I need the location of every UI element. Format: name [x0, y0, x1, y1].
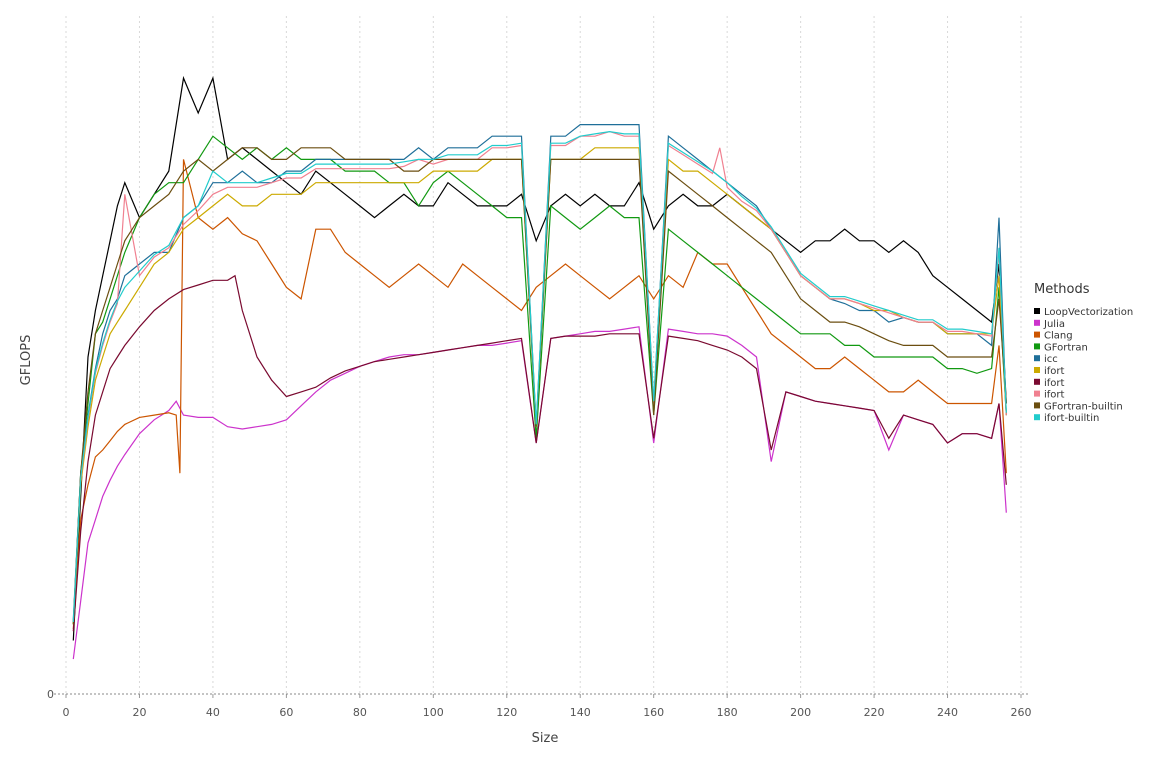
x-tick-label: 60	[279, 706, 293, 719]
legend-label: ifort	[1044, 378, 1065, 389]
legend-swatch	[1034, 378, 1040, 385]
legend-swatch	[1034, 390, 1040, 397]
x-tick-label: 0	[63, 706, 70, 719]
x-tick-label: 220	[864, 706, 885, 719]
y-axis-title: GFLOPS	[19, 335, 34, 386]
legend-label: ifort	[1044, 366, 1065, 377]
x-tick-label: 180	[717, 706, 738, 719]
series-line-2	[72, 159, 1007, 629]
series-line-0	[72, 75, 1007, 641]
x-tick-label: 240	[937, 706, 958, 719]
series-line-3	[72, 135, 1007, 625]
legend-label: icc	[1044, 354, 1058, 365]
x-tick-label: 120	[496, 706, 517, 719]
legend-label: LoopVectorization	[1044, 307, 1133, 318]
x-tick-label: 80	[353, 706, 367, 719]
grid	[65, 16, 1022, 694]
legend-swatch	[1034, 308, 1040, 314]
legend-swatch	[1034, 402, 1040, 409]
legend: Methods LoopVectorizationJuliaClangGFort…	[1034, 282, 1133, 424]
x-tick-label: 100	[423, 706, 444, 719]
x-axis-title: Size	[532, 731, 559, 746]
legend-label: ifort	[1044, 390, 1065, 401]
legend-label: Clang	[1044, 331, 1073, 342]
y-tick-label: 0	[47, 688, 54, 701]
x-tick-label: 160	[643, 706, 664, 719]
legend-label: Julia	[1043, 319, 1065, 330]
x-tick-label: 200	[790, 706, 811, 719]
legend-label: GFortran-builtin	[1044, 401, 1123, 412]
legend-swatch	[1034, 367, 1040, 373]
legend-title: Methods	[1034, 282, 1090, 297]
legend-swatch	[1034, 355, 1040, 362]
series-line-6	[72, 274, 1007, 632]
series-line-8	[72, 147, 1007, 625]
legend-swatch	[1034, 343, 1040, 350]
axes: 0 20 40 60 80 100 120 140 160 180 200 220 240 260 0	[47, 688, 1032, 719]
x-tick-label: 20	[132, 706, 146, 719]
x-tick-label: 260	[1011, 706, 1032, 719]
legend-swatch	[1034, 331, 1040, 338]
series-line-9	[72, 130, 1007, 623]
legend-swatch	[1034, 319, 1040, 326]
x-tick-label: 40	[206, 706, 220, 719]
x-tick-label: 140	[570, 706, 591, 719]
series-lines	[72, 75, 1007, 660]
legend-label: GFortran	[1044, 342, 1088, 353]
legend-label: ifort-builtin	[1044, 413, 1099, 424]
legend-swatch	[1034, 414, 1040, 421]
